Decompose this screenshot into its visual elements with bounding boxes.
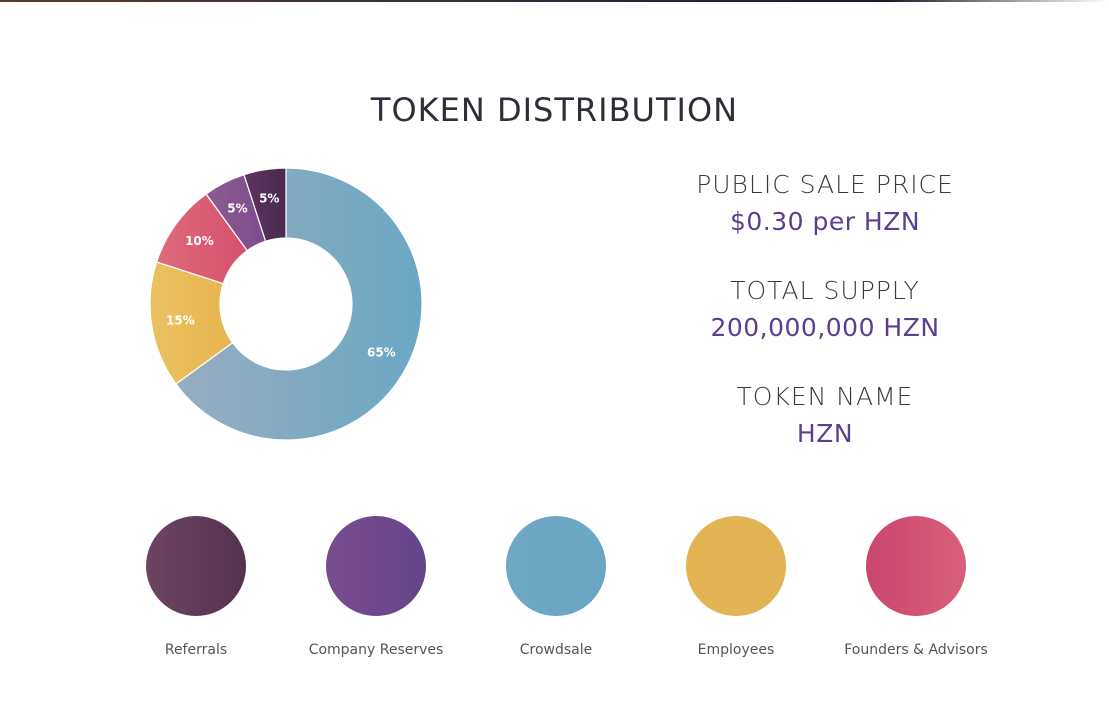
legend-item-founders-advisors: Founders & Advisors bbox=[826, 516, 1006, 658]
legend-swatch-referrals bbox=[146, 516, 246, 616]
donut-slice-0 bbox=[175, 167, 423, 441]
token-name-value: HZN bbox=[796, 419, 854, 448]
donut-slice-label-4: 5% bbox=[259, 191, 279, 205]
legend-label-referrals: Referrals bbox=[164, 642, 228, 658]
token-name-block: TOKEN NAME HZN bbox=[600, 382, 1050, 448]
token-name-label: TOKEN NAME bbox=[736, 382, 914, 411]
legend-item-company-reserves: Company Reserves bbox=[286, 516, 466, 658]
total-supply-label: TOTAL SUPPLY bbox=[730, 276, 920, 305]
public-sale-value: $0.30 per HZN bbox=[729, 207, 921, 236]
legend-swatch-crowdsale bbox=[506, 516, 606, 616]
total-supply-block: TOTAL SUPPLY 200,000,000 HZN bbox=[600, 276, 1050, 342]
legend-label-employees: Employees bbox=[697, 642, 775, 658]
legend-item-crowdsale: Crowdsale bbox=[466, 516, 646, 658]
total-supply-value: 200,000,000 HZN bbox=[710, 313, 940, 342]
legend-label-founders-advisors: Founders & Advisors bbox=[844, 642, 988, 658]
top-border bbox=[0, 0, 1109, 2]
donut-slice-4 bbox=[243, 167, 287, 242]
legend-label-crowdsale: Crowdsale bbox=[519, 642, 593, 658]
donut-slice-label-2: 10% bbox=[185, 234, 214, 248]
page-title: TOKEN DISTRIBUTION bbox=[370, 91, 739, 130]
donut-slice-label-1: 15% bbox=[166, 314, 195, 328]
public-sale-label: PUBLIC SALE PRICE bbox=[696, 170, 954, 199]
token-distribution-donut-chart: 65% 15% 10% 5% 5% bbox=[149, 167, 423, 441]
legend-swatch-company-reserves bbox=[326, 516, 426, 616]
donut-slice-label-0: 65% bbox=[367, 346, 396, 360]
public-sale-block: PUBLIC SALE PRICE $0.30 per HZN bbox=[600, 170, 1050, 236]
legend-swatch-employees bbox=[686, 516, 786, 616]
legend: Referrals Company Reserves Crowdsale Emp… bbox=[106, 516, 1006, 658]
legend-label-company-reserves: Company Reserves bbox=[308, 642, 444, 658]
donut-slice-label-3: 5% bbox=[227, 202, 247, 216]
legend-item-referrals: Referrals bbox=[106, 516, 286, 658]
legend-swatch-founders-advisors bbox=[866, 516, 966, 616]
legend-item-employees: Employees bbox=[646, 516, 826, 658]
